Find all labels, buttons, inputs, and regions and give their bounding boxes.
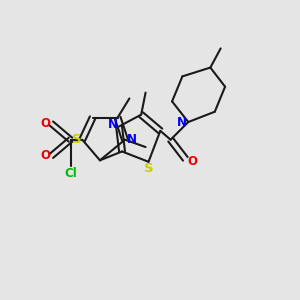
Text: S: S [144,162,154,175]
Text: N: N [177,116,187,128]
Text: N: N [108,118,118,130]
Text: O: O [40,117,50,130]
Text: Cl: Cl [65,167,77,180]
Text: S: S [72,133,82,146]
Text: N: N [127,133,136,146]
Text: O: O [188,155,198,168]
Text: O: O [40,149,50,162]
